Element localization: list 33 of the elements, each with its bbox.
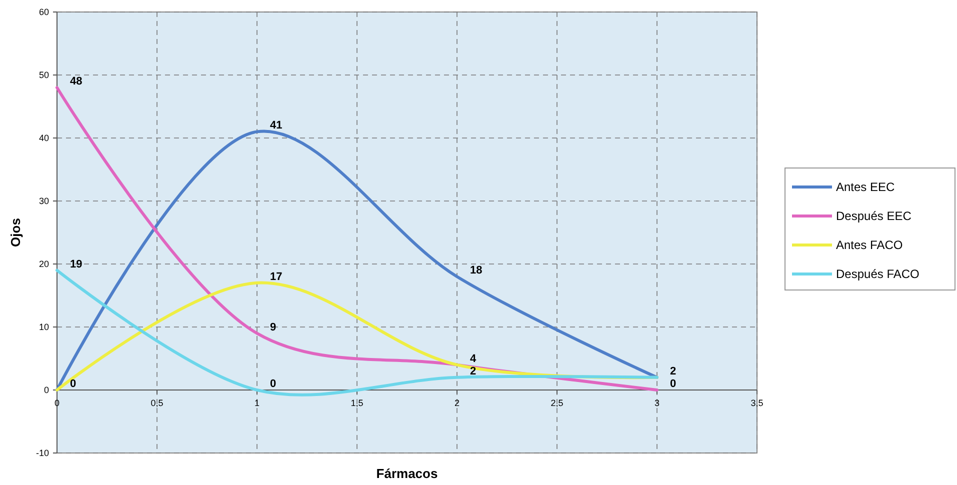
y-tick-label: 20 [38, 259, 49, 270]
x-axis-title: Fármacos [376, 466, 438, 481]
x-tick-label: 3,5 [750, 398, 764, 408]
data-label: 9 [270, 321, 276, 334]
legend-label: Antes FACO [836, 238, 903, 252]
x-tick-label: 0,5 [150, 398, 164, 408]
x-tick-label: 1,5 [350, 398, 364, 408]
data-label: 19 [70, 258, 82, 270]
data-label: 0 [270, 378, 276, 390]
x-tick-label: 1 [254, 398, 260, 408]
y-axis-title: Ojos [8, 218, 23, 247]
y-tick-label: -10 [36, 448, 49, 458]
y-tick-label: 50 [38, 70, 49, 80]
y-tick-label: 40 [38, 133, 49, 144]
data-label: 17 [270, 270, 282, 283]
y-tick-label: 10 [38, 322, 49, 332]
data-label: 0 [670, 378, 676, 390]
data-label: 18 [470, 264, 482, 277]
y-tick-label: 60 [38, 7, 49, 18]
data-label: 41 [270, 120, 282, 132]
data-label: 0 [70, 378, 76, 390]
y-tick-label: 0 [44, 385, 49, 396]
data-label: 2 [470, 365, 476, 378]
data-label: 48 [70, 76, 82, 88]
data-label: 2 [670, 365, 676, 378]
x-tick-label: 3 [654, 398, 660, 408]
legend-label: Antes EEC [836, 180, 896, 194]
legend-label: Después FACO [836, 267, 920, 282]
y-tick-label: 30 [38, 196, 49, 206]
legend-label: Después EEC [836, 209, 912, 224]
data-label: 4 [470, 352, 477, 365]
x-tick-label: 2,5 [550, 398, 564, 408]
x-tick-label: 2 [454, 398, 460, 408]
